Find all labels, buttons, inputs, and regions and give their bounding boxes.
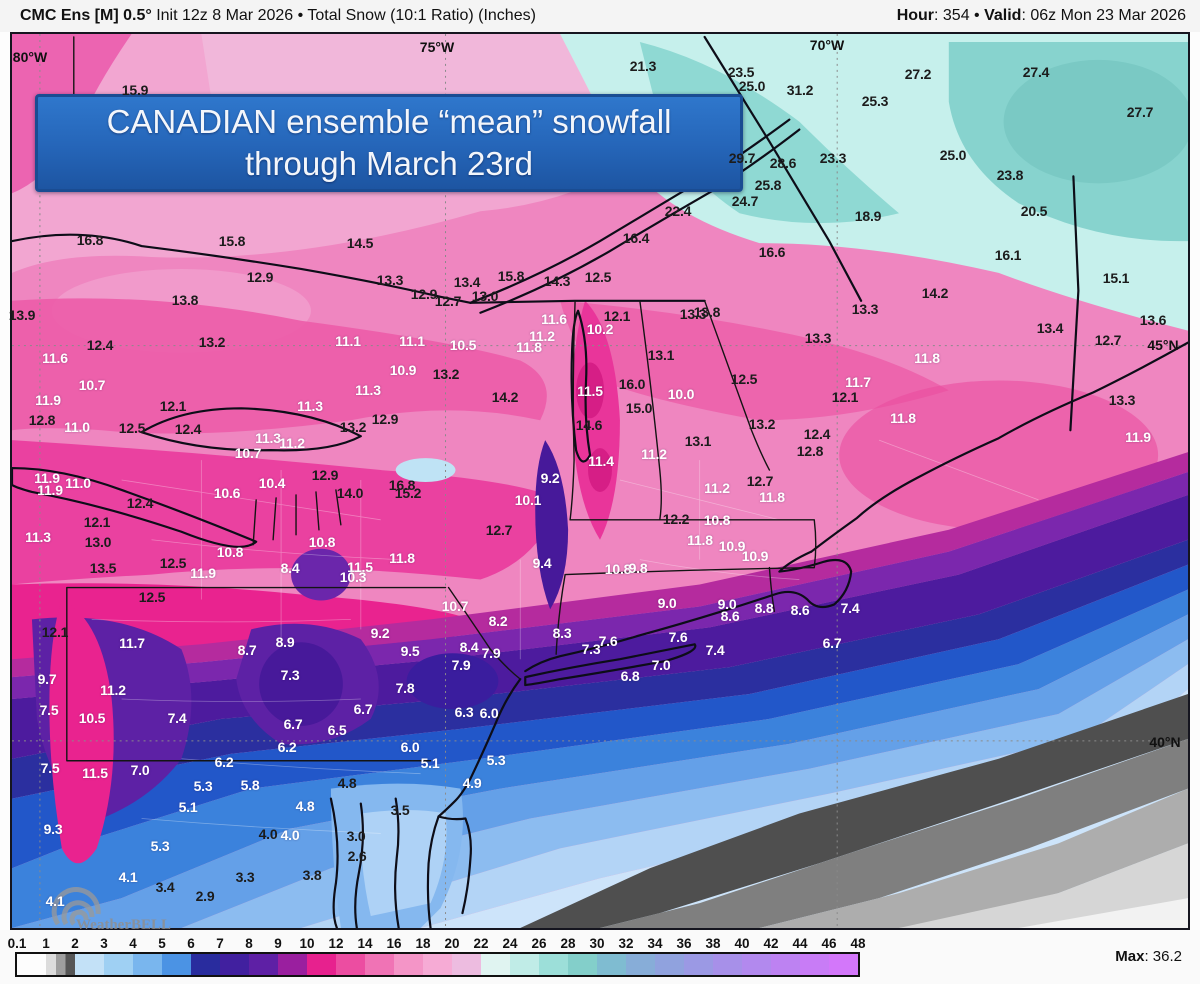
colorbar-tick-label: 10 (299, 936, 315, 951)
color-scale-footer: 0.1 1 2 3 4 5 6 7 8 9 10 12 14 16 18 20 22 24 26 28 30 32 34 36… (0, 930, 1200, 984)
colorbar-segment (17, 954, 46, 975)
colorbar-tick-label: 3 (100, 936, 108, 951)
colorbar (15, 952, 860, 977)
annotation-banner: CANADIAN ensemble “mean” snowfall throug… (35, 94, 743, 192)
colorbar-tick-label: 40 (734, 936, 750, 951)
colorbar-tick-label: 20 (444, 936, 460, 951)
colorbar-tick-label: 32 (618, 936, 634, 951)
colorbar-segment (626, 954, 655, 975)
colorbar-segment (742, 954, 771, 975)
colorbar-segment (278, 954, 307, 975)
colorbar-tick-label: 30 (589, 936, 605, 951)
colorbar-segment (249, 954, 278, 975)
colorbar-segment (394, 954, 423, 975)
colorbar-tick-label: 8 (245, 936, 253, 951)
colorbar-segment (800, 954, 829, 975)
model-title: CMC Ens [M] 0.5° Init 12z 8 Mar 2026 • T… (0, 7, 536, 25)
colorbar-segment (829, 954, 858, 975)
colorbar-tick-label: 24 (502, 936, 518, 951)
colorbar-segment (510, 954, 539, 975)
colorbar-tick-label: 28 (560, 936, 576, 951)
colorbar-tick-label: 42 (763, 936, 779, 951)
valid-label: Valid (984, 7, 1022, 24)
colorbar-tick-label: 18 (415, 936, 431, 951)
model-init-info: Init 12z 8 Mar 2026 • Total Snow (10:1 R… (151, 7, 536, 24)
colorbar-segment (684, 954, 713, 975)
model-name: CMC Ens [M] 0.5° (20, 7, 152, 24)
colorbar-segment (568, 954, 597, 975)
colorbar-tick-label: 6 (187, 936, 195, 951)
colorbar-segment (133, 954, 162, 975)
colorbar-tick-label: 2 (71, 936, 79, 951)
colorbar-segment (655, 954, 684, 975)
max-value: : 36.2 (1144, 948, 1182, 965)
weatherbell-logo: WeatherBELL (38, 879, 188, 949)
colorbar-ticks: 0.1 1 2 3 4 5 6 7 8 9 10 12 14 16 18 20 22 24 26 28 30 32 34 36… (0, 936, 1200, 951)
colorbar-tick-label: 7 (216, 936, 224, 951)
colorbar-tick-label: 48 (850, 936, 866, 951)
colorbar-tick-label: 38 (705, 936, 721, 951)
colorbar-segment (307, 954, 336, 975)
colorbar-tick-label: 16 (386, 936, 402, 951)
colorbar-segment (713, 954, 742, 975)
colorbar-segment (423, 954, 452, 975)
banner-line-2: through March 23rd (245, 145, 533, 182)
colorbar-tick-label: 44 (792, 936, 808, 951)
hour-value: : 354 • (934, 7, 985, 24)
colorbar-segment (191, 954, 220, 975)
header-bar: CMC Ens [M] 0.5° Init 12z 8 Mar 2026 • T… (0, 0, 1200, 32)
colorbar-segment (771, 954, 800, 975)
colorbar-tick-label: 26 (531, 936, 547, 951)
weatherbell-logo-text: WeatherBELL (76, 917, 171, 933)
colorbar-segment (365, 954, 394, 975)
colorbar-segment (104, 954, 133, 975)
colorbar-tick-label: 9 (274, 936, 282, 951)
max-label: Max (1115, 948, 1145, 965)
colorbar-segment (597, 954, 626, 975)
colorbar-segment (220, 954, 249, 975)
colorbar-tick-label: 12 (328, 936, 344, 951)
colorbar-segment (75, 954, 104, 975)
colorbar-tick-label: 34 (647, 936, 663, 951)
valid-value: : 06z Mon 23 Mar 2026 (1021, 7, 1186, 24)
colorbar-tick-label: 1 (42, 936, 50, 951)
colorbar-tick-label: 14 (357, 936, 373, 951)
colorbar-tick-label: 36 (676, 936, 692, 951)
colorbar-segment (481, 954, 510, 975)
colorbar-segment (539, 954, 568, 975)
valid-time: Hour: 354 • Valid: 06z Mon 23 Mar 2026 (897, 7, 1200, 25)
colorbar-segment (46, 954, 75, 975)
colorbar-tick-label: 46 (821, 936, 837, 951)
colorbar-segment (162, 954, 191, 975)
colorbar-tick-label: 22 (473, 936, 489, 951)
hour-label: Hour (896, 7, 935, 24)
colorbar-tick-label: 5 (158, 936, 166, 951)
colorbar-tick-label: 4 (129, 936, 137, 951)
colorbar-segment (336, 954, 365, 975)
banner-line-1: CANADIAN ensemble “mean” snowfall (106, 103, 672, 140)
max-value-label: Max: 36.2 (1115, 948, 1182, 965)
colorbar-tick-label: 0.1 (7, 936, 27, 951)
colorbar-segment (452, 954, 481, 975)
